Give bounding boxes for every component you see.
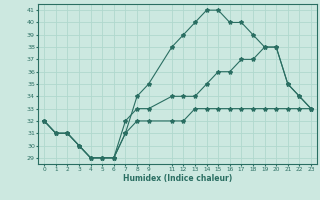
X-axis label: Humidex (Indice chaleur): Humidex (Indice chaleur) <box>123 174 232 183</box>
